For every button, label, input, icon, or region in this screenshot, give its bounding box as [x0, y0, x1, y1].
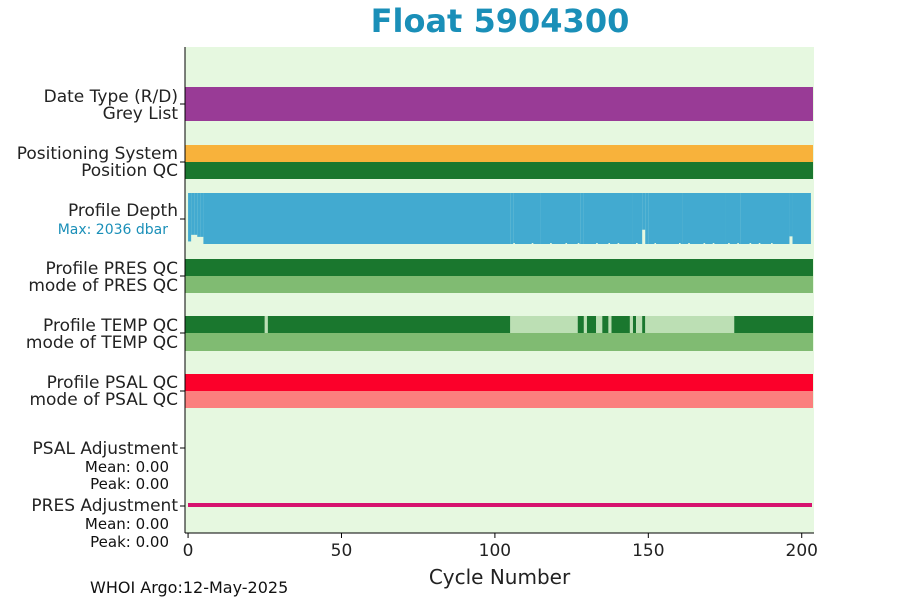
profile-depth-bar [580, 193, 584, 244]
temp-qc-segment [586, 316, 597, 333]
row-label: Mean: 0.00 [85, 515, 169, 533]
x-axis-label: Cycle Number [429, 565, 571, 589]
row-label: Positioning System [17, 144, 178, 164]
profile-depth-bar [642, 193, 646, 230]
profile-depth-bar [200, 193, 204, 237]
profile-depth-bar [632, 193, 643, 244]
profile-depth-bar [792, 193, 811, 244]
row-label: Grey List [103, 104, 179, 124]
x-tick-label: 50 [331, 541, 353, 561]
profile-depth-notch [596, 243, 598, 245]
mode-temp-qc-bar [185, 333, 813, 351]
profile-depth-notch [678, 243, 681, 245]
temp-qc-segment [264, 316, 268, 333]
row-labels: Date Type (R/D)Grey List Positioning Syst… [17, 87, 179, 551]
temp-qc-segment [596, 316, 603, 333]
profile-psal-qc-bar [185, 374, 813, 391]
profile-depth-bar [197, 193, 201, 237]
x-tick-label: 150 [632, 541, 664, 561]
profile-depth-notch [771, 243, 773, 245]
profile-depth-notch [688, 243, 690, 245]
row-label: Position QC [81, 161, 178, 181]
profile-depth-bar [583, 193, 633, 244]
profile-depth-bar [645, 193, 649, 244]
positioning-system-bar [185, 145, 813, 162]
x-tick-label: 0 [183, 541, 194, 561]
profile-pres-qc-bar [185, 259, 813, 276]
row-label: Peak: 0.00 [90, 475, 169, 493]
profile-depth-bar [682, 193, 726, 244]
temp-qc-segment [629, 316, 633, 333]
axes: 0 50 100 150 200 [180, 47, 818, 561]
temp-qc-segment [267, 316, 511, 333]
profile-depth-notch [728, 243, 730, 245]
profile-depth-bar [513, 193, 541, 244]
profile-depth-bar [203, 193, 511, 244]
row-label: PSAL Adjustment [33, 439, 179, 459]
profile-depth-bar [740, 193, 790, 244]
temp-qc-segment [611, 316, 630, 333]
profile-depth-notch [565, 243, 568, 245]
mode-pres-qc-bar [185, 276, 813, 293]
row-label: Profile PRES QC [45, 259, 178, 279]
x-tick-label: 100 [479, 541, 511, 561]
row-label: Profile Depth [68, 201, 178, 221]
row-label: Mean: 0.00 [85, 458, 169, 476]
row-label: Profile PSAL QC [47, 373, 178, 393]
profile-depth-notch [550, 243, 552, 245]
profile-depth-bar [191, 193, 195, 235]
profile-depth-notch [531, 243, 534, 245]
profile-depth-notch [737, 243, 739, 245]
temp-qc-segment [602, 316, 609, 333]
mode-psal-qc-bar [185, 391, 813, 408]
profile-depth-notch [617, 243, 620, 245]
row-label: Max: 2036 dbar [58, 222, 169, 238]
temp-qc-segment [577, 316, 584, 333]
profile-depth-bar [540, 193, 544, 244]
pres-adjustment-line [188, 503, 812, 507]
position-qc-bar [185, 162, 813, 179]
profile-depth-notch [712, 243, 715, 245]
row-label: mode of PSAL QC [29, 390, 178, 410]
row-label: Peak: 0.00 [90, 533, 169, 551]
temp-qc-segment [583, 316, 587, 333]
profile-depth-notch [577, 243, 580, 245]
chart-title: Float 5904300 [370, 2, 630, 40]
temp-qc-segment [642, 316, 646, 333]
profile-depth-notch [654, 243, 657, 245]
profile-depth-area [188, 193, 811, 245]
profile-depth-bar [678, 193, 683, 244]
profile-depth-notch [608, 243, 611, 245]
profile-depth-notch [749, 243, 752, 245]
temp-qc-segment [510, 316, 578, 333]
profile-depth-notch [758, 243, 761, 245]
x-tick-label: 200 [786, 541, 818, 561]
temp-qc-segment [185, 316, 265, 333]
profile-depth-bar [648, 193, 679, 244]
profile-depth-bar [543, 193, 581, 244]
profile-depth-bar [510, 193, 514, 244]
profile-depth-notch [636, 243, 638, 245]
profile-depth-notch [703, 243, 706, 245]
row-label: mode of TEMP QC [26, 333, 178, 353]
status-bars [185, 87, 813, 507]
temp-qc-segment [734, 316, 813, 333]
date-type-bar [185, 87, 813, 121]
row-label: PRES Adjustment [31, 496, 178, 516]
footer-text: WHOI Argo:12-May-2025 [90, 578, 289, 597]
temp-qc-segment [632, 316, 637, 333]
temp-qc-segment [645, 316, 735, 333]
profile-depth-bar [725, 193, 741, 244]
profile-depth-bar [194, 193, 198, 235]
temp-qc-segment [636, 316, 643, 333]
profile-depth-notch [513, 243, 515, 245]
row-label: Profile TEMP QC [43, 316, 178, 336]
profile-depth-bar [789, 193, 793, 237]
row-label: mode of PRES QC [28, 276, 178, 296]
row-label: Date Type (R/D) [44, 87, 178, 107]
temp-qc-segment [608, 316, 612, 333]
profile-depth-bar [188, 193, 192, 242]
